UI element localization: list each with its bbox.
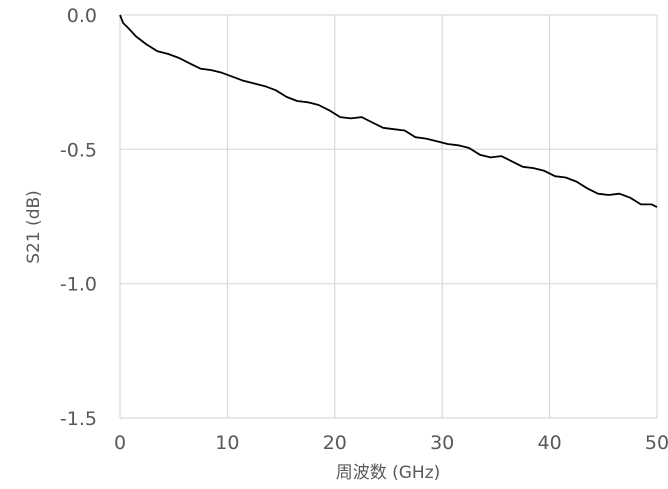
y-axis-title: S21 (dB) bbox=[24, 190, 44, 264]
y-tick-label: -0.5 bbox=[60, 139, 97, 161]
series-layer bbox=[119, 14, 658, 208]
grid-lines bbox=[119, 14, 658, 419]
series-line bbox=[119, 14, 658, 208]
x-tick-label: 20 bbox=[323, 432, 347, 454]
y-tick-labels: 0.0 -0.5 -1.0 -1.5 bbox=[60, 5, 97, 430]
x-tick-label: 0 bbox=[114, 432, 126, 454]
y-tick-label: -1.5 bbox=[60, 408, 97, 430]
y-tick-label: -1.0 bbox=[60, 274, 97, 296]
x-tick-label: 30 bbox=[430, 432, 454, 454]
x-tick-label: 50 bbox=[645, 432, 668, 454]
y-tick-label: 0.0 bbox=[67, 5, 97, 27]
x-axis-title: 周波数 (GHz) bbox=[336, 463, 441, 483]
x-tick-label: 10 bbox=[215, 432, 239, 454]
x-tick-label: 40 bbox=[538, 432, 562, 454]
x-tick-labels: 0 10 20 30 40 50 bbox=[114, 432, 668, 454]
